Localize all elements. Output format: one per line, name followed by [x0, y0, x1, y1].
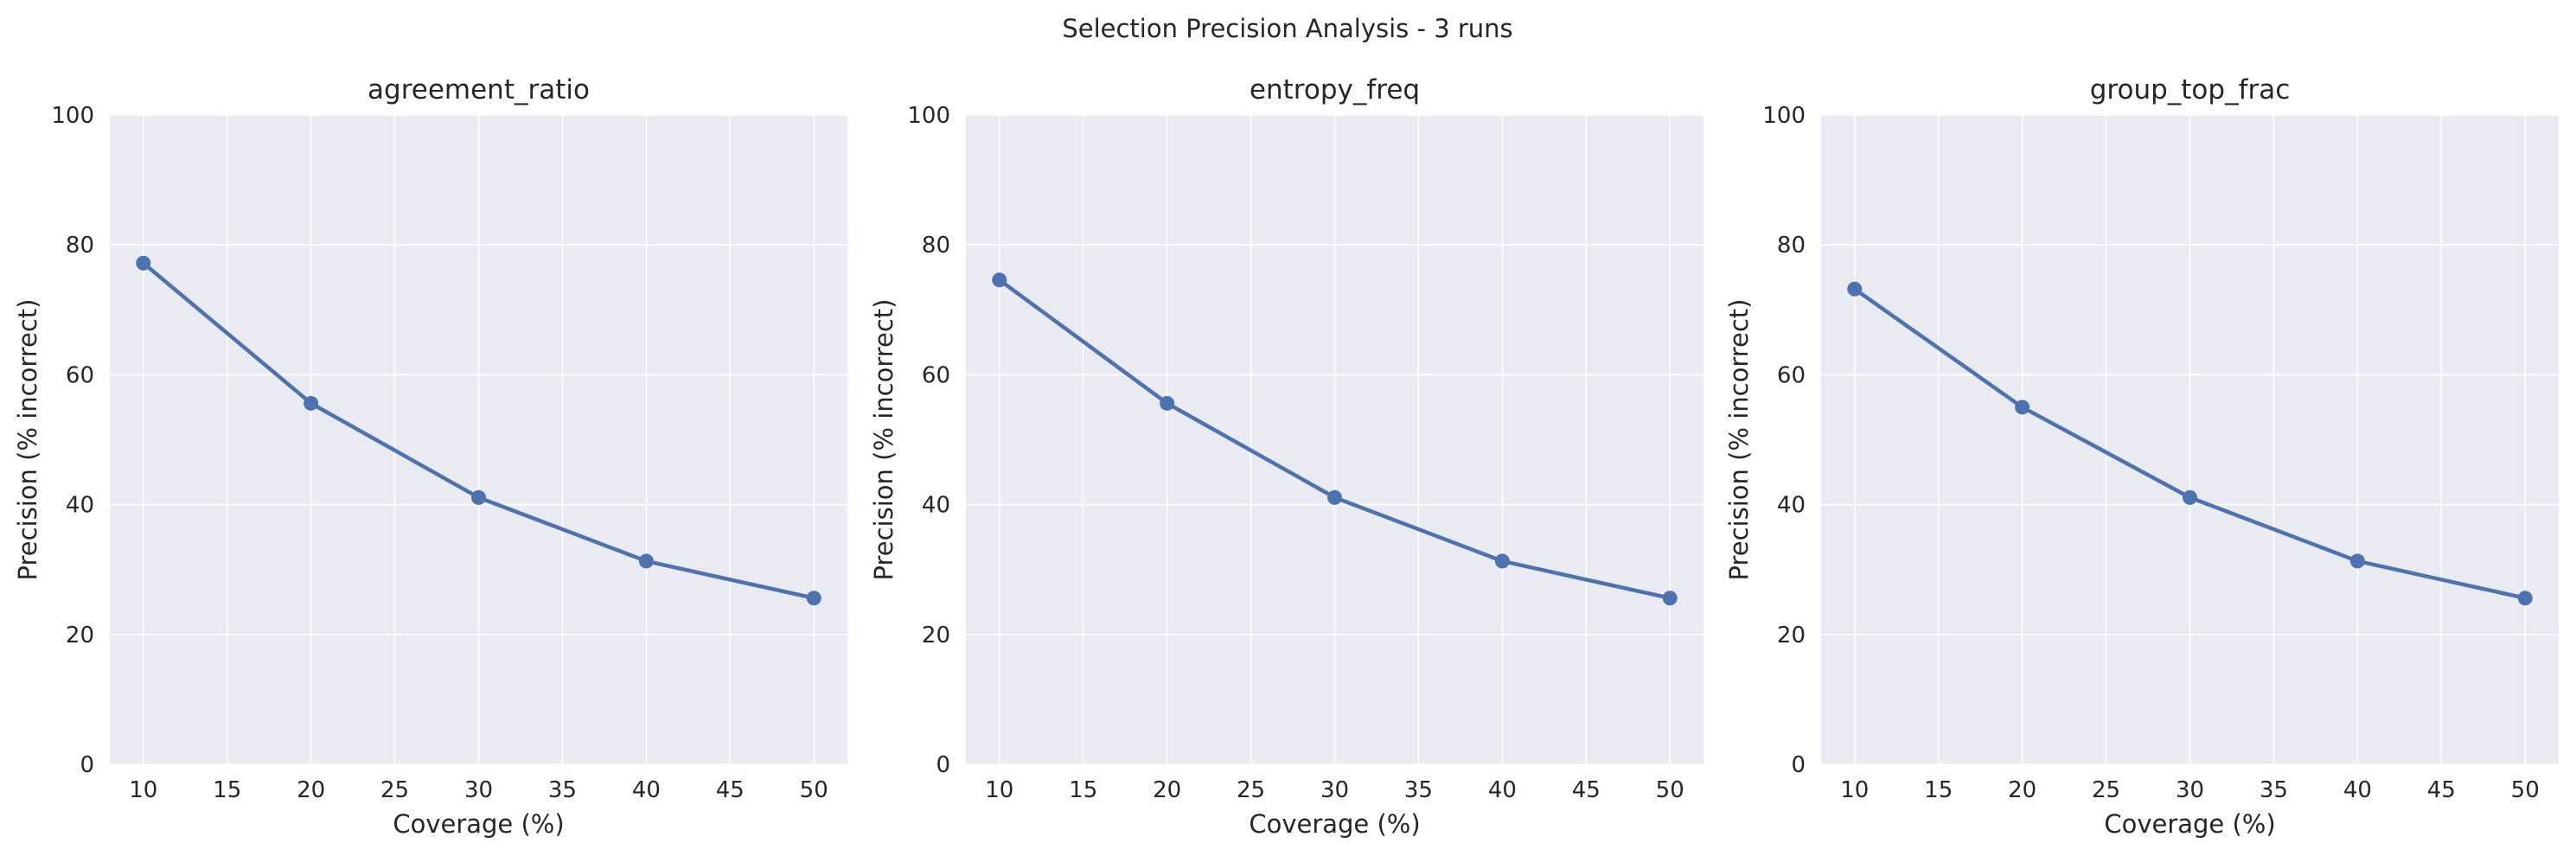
x-tick-label: 10 — [985, 777, 1013, 803]
x-tick-label: 40 — [632, 777, 661, 803]
x-tick-label: 15 — [213, 777, 241, 803]
x-tick-label: 45 — [1572, 777, 1601, 803]
x-tick-label: 20 — [2008, 777, 2036, 803]
x-tick-label: 30 — [1320, 777, 1349, 803]
y-tick-label: 80 — [1777, 233, 1806, 259]
y-axis-label: Precision (% incorrect) — [869, 299, 898, 581]
y-tick-label: 20 — [1777, 623, 1806, 648]
data-point — [806, 591, 821, 606]
x-tick-label: 30 — [2176, 777, 2204, 803]
subplot-title: entropy_freq — [1250, 74, 1420, 105]
x-tick-label: 20 — [1153, 777, 1181, 803]
y-tick-label: 40 — [922, 493, 950, 519]
data-point — [2015, 399, 2030, 415]
x-tick-label: 35 — [2260, 777, 2288, 803]
x-tick-label: 25 — [1237, 777, 1265, 803]
subplot-title: group_top_frac — [2090, 74, 2291, 105]
data-point — [992, 272, 1007, 288]
x-tick-label: 50 — [2511, 777, 2540, 803]
x-tick-label: 10 — [1840, 777, 1869, 803]
y-tick-label: 0 — [1791, 752, 1806, 778]
y-tick-label: 100 — [51, 103, 94, 129]
x-tick-label: 25 — [2092, 777, 2120, 803]
y-tick-label: 40 — [1777, 493, 1806, 519]
x-tick-label: 35 — [1404, 777, 1433, 803]
x-tick-label: 35 — [548, 777, 577, 803]
subplot-3: 10 15 20 25 30 35 40 45 50 0 20 40 60 80 100 group_top_… — [1724, 74, 2559, 839]
y-tick-label: 80 — [922, 233, 950, 259]
x-tick-label: 45 — [2427, 777, 2456, 803]
x-tick-label: 10 — [129, 777, 157, 803]
x-tick-label: 50 — [1656, 777, 1684, 803]
data-point — [136, 255, 151, 271]
data-point — [1494, 553, 1510, 569]
x-tick-label: 15 — [1924, 777, 1953, 803]
data-point — [2517, 591, 2533, 606]
y-tick-label: 20 — [922, 623, 950, 648]
x-tick-label: 50 — [800, 777, 828, 803]
data-point — [1327, 489, 1342, 505]
y-tick-label: 40 — [66, 493, 94, 519]
data-point — [2183, 489, 2197, 505]
x-tick-label: 40 — [2343, 777, 2372, 803]
data-point — [304, 395, 319, 411]
subplot-2: 10 15 20 25 30 35 40 45 50 0 20 40 60 80 100 entropy_fr… — [869, 74, 1703, 839]
data-point — [1847, 281, 1863, 297]
x-tick-label: 25 — [380, 777, 409, 803]
y-tick-label: 80 — [66, 233, 94, 259]
y-tick-label: 0 — [80, 752, 94, 778]
x-axis-label: Coverage (%) — [2104, 809, 2275, 839]
x-axis-label: Coverage (%) — [393, 809, 564, 839]
y-axis-label: Precision (% incorrect) — [13, 299, 42, 581]
y-tick-label: 0 — [936, 752, 950, 778]
data-point — [1160, 395, 1175, 411]
x-axis-label: Coverage (%) — [1249, 809, 1420, 839]
x-tick-label: 45 — [716, 777, 745, 803]
data-point — [2349, 553, 2365, 569]
y-tick-label: 60 — [66, 362, 94, 388]
y-tick-label: 20 — [66, 623, 94, 648]
data-point — [638, 553, 654, 569]
figure-title: Selection Precision Analysis - 3 runs — [1062, 14, 1512, 43]
y-tick-label: 100 — [907, 103, 950, 129]
y-tick-label: 100 — [1762, 103, 1806, 129]
subplot-1: 10 15 20 25 30 35 40 45 50 0 20 40 60 80 100 agreement_… — [13, 74, 847, 839]
y-tick-label: 60 — [1777, 362, 1806, 388]
subplot-title: agreement_ratio — [368, 74, 590, 105]
data-point — [1662, 591, 1678, 606]
x-tick-label: 40 — [1488, 777, 1517, 803]
x-tick-label: 20 — [297, 777, 325, 803]
x-tick-label: 30 — [464, 777, 493, 803]
y-axis-label: Precision (% incorrect) — [1724, 299, 1754, 581]
data-point — [471, 489, 486, 505]
x-tick-label: 15 — [1069, 777, 1097, 803]
y-tick-label: 60 — [922, 362, 950, 388]
